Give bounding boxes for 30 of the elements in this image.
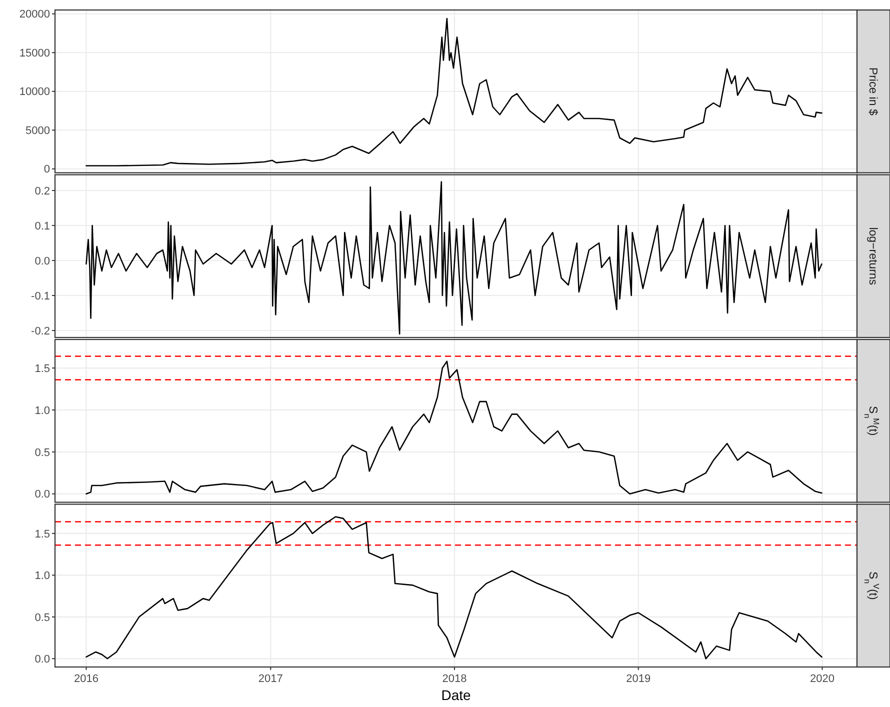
y-tick-label: 20000 [19, 8, 50, 21]
y-tick-label: 10000 [19, 86, 50, 98]
y-tick-label: 0.0 [34, 654, 50, 666]
x-tick-label: 2018 [442, 673, 467, 685]
y-tick-label: -0.1 [31, 290, 50, 302]
x-tick-label: 2017 [258, 673, 283, 685]
y-axis-title: log−returns [866, 227, 878, 286]
y-tick-label: 0.5 [34, 446, 50, 459]
x-tick-label: 2019 [626, 673, 651, 685]
y-tick-label: 1.0 [34, 404, 50, 417]
line-series [86, 516, 822, 660]
line-series [86, 360, 822, 495]
y-tick-label: 1.5 [34, 362, 50, 375]
x-tick-label: 2020 [810, 673, 834, 685]
y-axis-title: Price in $ [866, 67, 878, 116]
y-tick-label: 0.0 [34, 488, 50, 501]
line-series [86, 181, 822, 335]
y-tick-label: 0.0 [34, 255, 50, 268]
y-tick-label: -0.2 [31, 325, 50, 338]
x-axis-title: Date [441, 687, 471, 703]
line-series [86, 18, 822, 166]
y-tick-label: 15000 [19, 47, 50, 60]
y-tick-label: 0.1 [34, 220, 50, 232]
y-tick-label: 0.5 [34, 612, 50, 624]
y-tick-label: 0.2 [34, 185, 50, 198]
x-tick-label: 2016 [74, 673, 98, 685]
y-tick-label: 0 [44, 164, 50, 176]
y-tick-label: 1.0 [34, 570, 50, 582]
y-tick-label: 1.5 [34, 528, 50, 540]
y-tick-label: 5000 [26, 124, 50, 137]
